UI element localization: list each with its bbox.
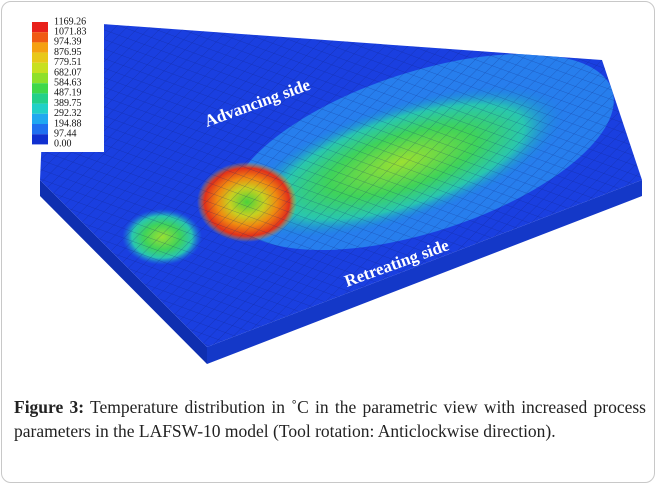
- legend-swatch: [32, 32, 48, 43]
- legend-level: 584.63: [54, 77, 82, 88]
- legend-level: 779.51: [54, 57, 82, 68]
- legend-level: 682.07: [54, 67, 82, 78]
- legend-swatch: [32, 124, 48, 135]
- legend: 1169.261071.83974.39876.95779.51682.0758…: [32, 16, 87, 150]
- legend-level: 1169.26: [54, 16, 86, 27]
- plate-side: [207, 180, 642, 364]
- legend-swatch: [32, 52, 48, 63]
- legend-swatch: [32, 83, 48, 94]
- caption: Figure 3: Temperature distribution in ˚C…: [14, 395, 646, 443]
- legend-level: 194.88: [54, 118, 82, 129]
- legend-level: 974.39: [54, 37, 82, 48]
- legend-level: 876.95: [54, 47, 82, 58]
- plate-side: [40, 180, 207, 364]
- legend-swatch: [32, 62, 48, 73]
- legend-swatch: [32, 134, 48, 145]
- simulation-image: Advancing side Retreating side 1169.2610…: [24, 16, 642, 364]
- legend-swatch: [32, 22, 48, 33]
- legend-swatch: [32, 103, 48, 114]
- legend-swatch: [32, 73, 48, 84]
- legend-swatch: [32, 42, 48, 53]
- legend-level: 97.44: [54, 128, 77, 139]
- legend-level: 0.00: [54, 139, 72, 150]
- legend-level: 389.75: [54, 98, 82, 109]
- legend-level: 487.19: [54, 88, 82, 99]
- legend-level: 1071.83: [54, 26, 87, 37]
- legend-swatch: [32, 113, 48, 124]
- legend-swatch: [32, 93, 48, 104]
- caption-label: Figure 3:: [14, 397, 85, 417]
- legend-level: 292.32: [54, 108, 82, 119]
- caption-text: Temperature distribution in ˚C in the pa…: [14, 397, 646, 441]
